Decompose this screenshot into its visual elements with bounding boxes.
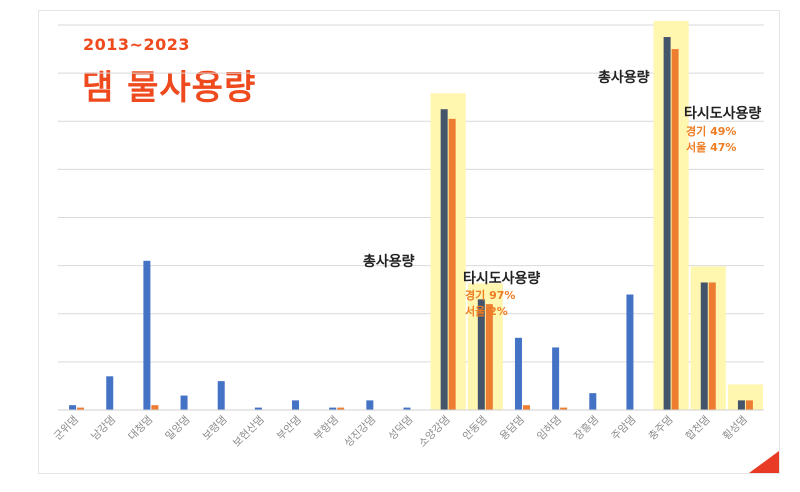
soyang-other-label: 타시도사용량: [463, 271, 541, 287]
x-tick-label: 횡성댐: [720, 413, 750, 443]
highlight-box: [727, 384, 763, 410]
bar-total: [700, 282, 708, 410]
x-tick-label: 보령댐: [200, 414, 229, 443]
bar-other: [77, 407, 85, 410]
x-tick-label: 부항댐: [312, 414, 341, 443]
bar-total: [292, 400, 300, 410]
bar-total: [143, 260, 151, 410]
bar-other: [448, 118, 456, 410]
x-tick-label: 충주댐: [646, 414, 675, 443]
x-tick-label: 성덕댐: [386, 414, 415, 443]
bar-total: [69, 405, 77, 410]
x-tick-label: 장흥댐: [571, 413, 601, 443]
corner-accent: [749, 451, 779, 473]
bar-total: [514, 337, 522, 410]
chungju-other-label: 타시도사용량: [684, 106, 762, 122]
bar-total: [552, 347, 560, 410]
bar-total: [626, 294, 634, 410]
bar-other: [337, 407, 345, 410]
bar-other: [151, 405, 159, 410]
x-tick-label: 밀양댐: [163, 414, 192, 443]
bar-total: [737, 400, 745, 410]
bar-other: [745, 400, 753, 410]
bar-total: [217, 381, 225, 410]
bar-total: [440, 109, 448, 410]
x-tick-label: 부안댐: [275, 414, 304, 443]
bar-total: [477, 299, 485, 410]
bar-other: [708, 282, 716, 410]
x-tick-label: 안동댐: [461, 414, 490, 443]
bar-other: [560, 407, 568, 410]
x-tick-label: 소양강댐: [417, 414, 453, 450]
bar-total: [329, 407, 337, 410]
x-tick-label: 보현산댐: [231, 414, 267, 450]
x-tick-label: 임하댐: [534, 413, 564, 443]
chungju-seoul-label: 서울 47%: [686, 141, 737, 154]
highlight-box: [653, 21, 689, 410]
x-tick-label: 남강댐: [89, 414, 118, 443]
bar-total: [180, 395, 188, 410]
highlight-box: [467, 283, 503, 410]
bar-total: [589, 393, 597, 410]
chungju-total-label: 총사용량: [598, 70, 650, 86]
x-tick-label: 합천댐: [684, 414, 713, 443]
bar-total: [663, 37, 671, 410]
bar-total: [366, 400, 374, 410]
soyang-gyeonggi-label: 경기 97%: [465, 289, 516, 302]
chart-subtitle: 2013~2023: [83, 35, 190, 54]
soyang-seoul-label: 서울 2%: [465, 305, 508, 318]
bar-total: [106, 376, 114, 410]
highlight-box: [430, 93, 466, 410]
soyang-total-label: 총사용량: [363, 254, 415, 270]
x-tick-label: 주암댐: [609, 414, 638, 443]
bar-total: [254, 407, 262, 410]
x-tick-label: 용담댐: [498, 414, 527, 443]
chungju-gyeonggi-label: 경기 49%: [686, 125, 737, 138]
bar-other: [485, 304, 493, 410]
bar-other: [671, 49, 679, 410]
highlight-box: [690, 266, 726, 410]
bar-total: [403, 407, 411, 410]
chart-title: 댐 물사용량: [82, 68, 257, 108]
x-tick-label: 성진강댐: [342, 414, 378, 450]
bar-other: [522, 405, 530, 410]
x-tick-label: 군위댐: [51, 413, 81, 443]
x-tick-label: 대청댐: [126, 414, 155, 443]
